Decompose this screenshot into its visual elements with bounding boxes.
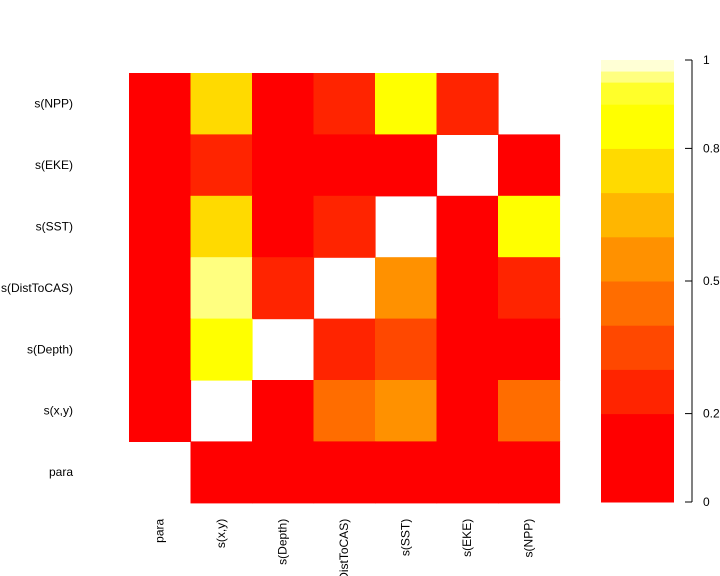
col-label-s-sst: s(SST) [399, 519, 413, 556]
colorbar-segment-3 [601, 325, 674, 370]
colorbar-segment-6 [601, 192, 674, 238]
heatmap-cell-s-x-y-s-npp [498, 380, 561, 442]
heatmap-cell-s-disttocas-s-eke [436, 257, 499, 320]
col-label-s-eke: s(EKE) [460, 519, 474, 557]
heatmap-cell-s-x-y-s-eke [436, 380, 499, 442]
heatmap-cells [129, 73, 561, 504]
row-label-s-disttocas: s(DistToCAS) [1, 281, 73, 295]
heatmap-cell-s-disttocas-s-depth [252, 257, 315, 320]
heatmap-cell-s-eke-s-sst [375, 134, 438, 197]
col-label-s-depth: s(Depth) [276, 519, 290, 565]
colorbar-tick-label-0: 0 [703, 495, 710, 509]
heatmap-cell-s-disttocas-s-x-y [190, 257, 253, 320]
colorbar-segment-9 [601, 82, 674, 105]
col-label-para: para [153, 518, 167, 542]
heatmap-cell-s-npp-s-eke [436, 73, 499, 135]
heatmap-cell-s-depth-para [129, 318, 192, 381]
colorbar-segment-10 [601, 71, 674, 83]
heatmap-cell-s-eke-s-disttocas [313, 134, 376, 197]
heatmap-cell-s-sst-s-eke [436, 195, 499, 258]
row-label-s-x-y: s(x,y) [44, 404, 73, 418]
colorbar-segment-1 [601, 413, 674, 503]
column-labels: para s(x,y) s(Depth) s(DistToCAS) s(SST) s(EK… [153, 518, 536, 576]
heatmap-cell-s-eke-para [129, 134, 192, 197]
heatmap-cell-s-x-y-s-depth [252, 380, 315, 442]
heatmap-cell-s-npp-s-sst [375, 73, 438, 135]
heatmap-cell-s-sst-s-x-y [190, 195, 253, 258]
colorbar-tick-label-0-5: 0.5 [703, 274, 720, 288]
colorbar-tick-label-0-2: 0.2 [703, 407, 720, 421]
col-label-s-disttocas: s(DistToCAS) [337, 519, 351, 576]
row-label-s-npp: s(NPP) [34, 97, 73, 111]
heatmap-cell-s-eke-s-x-y [190, 134, 253, 197]
heatmap-cell-s-depth-s-x-y [190, 318, 253, 381]
colorbar-segment-4 [601, 281, 674, 326]
heatmap-cell-para-s-depth [252, 441, 315, 504]
heatmap-cell-s-depth-s-eke [436, 318, 499, 381]
heatmap-cell-s-sst-s-depth [252, 195, 315, 258]
colorbar [601, 60, 674, 503]
heatmap-cell-para-s-disttocas [313, 441, 376, 504]
col-label-s-npp: s(NPP) [522, 519, 536, 558]
colorbar-segment-7 [601, 148, 674, 194]
heatmap-cell-s-npp-para [129, 73, 192, 135]
heatmap-cell-s-eke-s-npp [498, 134, 561, 197]
heatmap-cell-s-sst-s-npp [498, 195, 561, 258]
colorbar-segment-5 [601, 236, 674, 282]
row-label-s-depth: s(Depth) [27, 342, 73, 356]
heatmap-cell-s-x-y-s-sst [375, 380, 438, 442]
heatmap-cell-s-sst-para [129, 195, 192, 258]
heatmap-cell-s-depth-s-npp [498, 318, 561, 381]
colorbar-axis: 0 0.2 0.5 0.8 1 [685, 53, 720, 509]
heatmap-cell-s-x-y-para [129, 380, 192, 442]
row-label-s-sst: s(SST) [36, 220, 73, 234]
heatmap-cell-s-npp-s-x-y [190, 73, 253, 135]
heatmap-cell-s-x-y-s-disttocas [313, 380, 376, 442]
colorbar-tick-label-0-8: 0.8 [703, 141, 720, 155]
heatmap-cell-s-disttocas-s-sst [375, 257, 438, 320]
heatmap-cell-para-s-eke [436, 441, 499, 504]
heatmap-cell-s-disttocas-para [129, 257, 192, 320]
heatmap-cell-s-depth-s-disttocas [313, 318, 376, 381]
heatmap-cell-s-npp-s-disttocas [313, 73, 376, 135]
heatmap-cell-s-sst-s-disttocas [313, 195, 376, 258]
colorbar-tick-label-1: 1 [703, 53, 710, 67]
heatmap-cell-para-s-x-y [190, 441, 253, 504]
heatmap-cell-s-disttocas-s-npp [498, 257, 561, 320]
col-label-s-x-y: s(x,y) [214, 519, 228, 548]
row-labels: s(NPP) s(EKE) s(SST) s(DistToCAS) s(Depth) s(… [1, 97, 73, 479]
row-label-para: para [49, 465, 73, 479]
heatmap-cell-para-s-sst [375, 441, 438, 504]
colorbar-segment-11 [601, 60, 674, 72]
heatmap-cell-s-eke-s-depth [252, 134, 315, 197]
row-label-s-eke: s(EKE) [35, 158, 73, 172]
colorbar-segment-2 [601, 369, 674, 415]
colorbar-segment-8 [601, 104, 674, 149]
heatmap-cell-s-npp-s-depth [252, 73, 315, 135]
heatmap-cell-para-s-npp [498, 441, 561, 504]
heatmap-cell-s-depth-s-sst [375, 318, 438, 381]
